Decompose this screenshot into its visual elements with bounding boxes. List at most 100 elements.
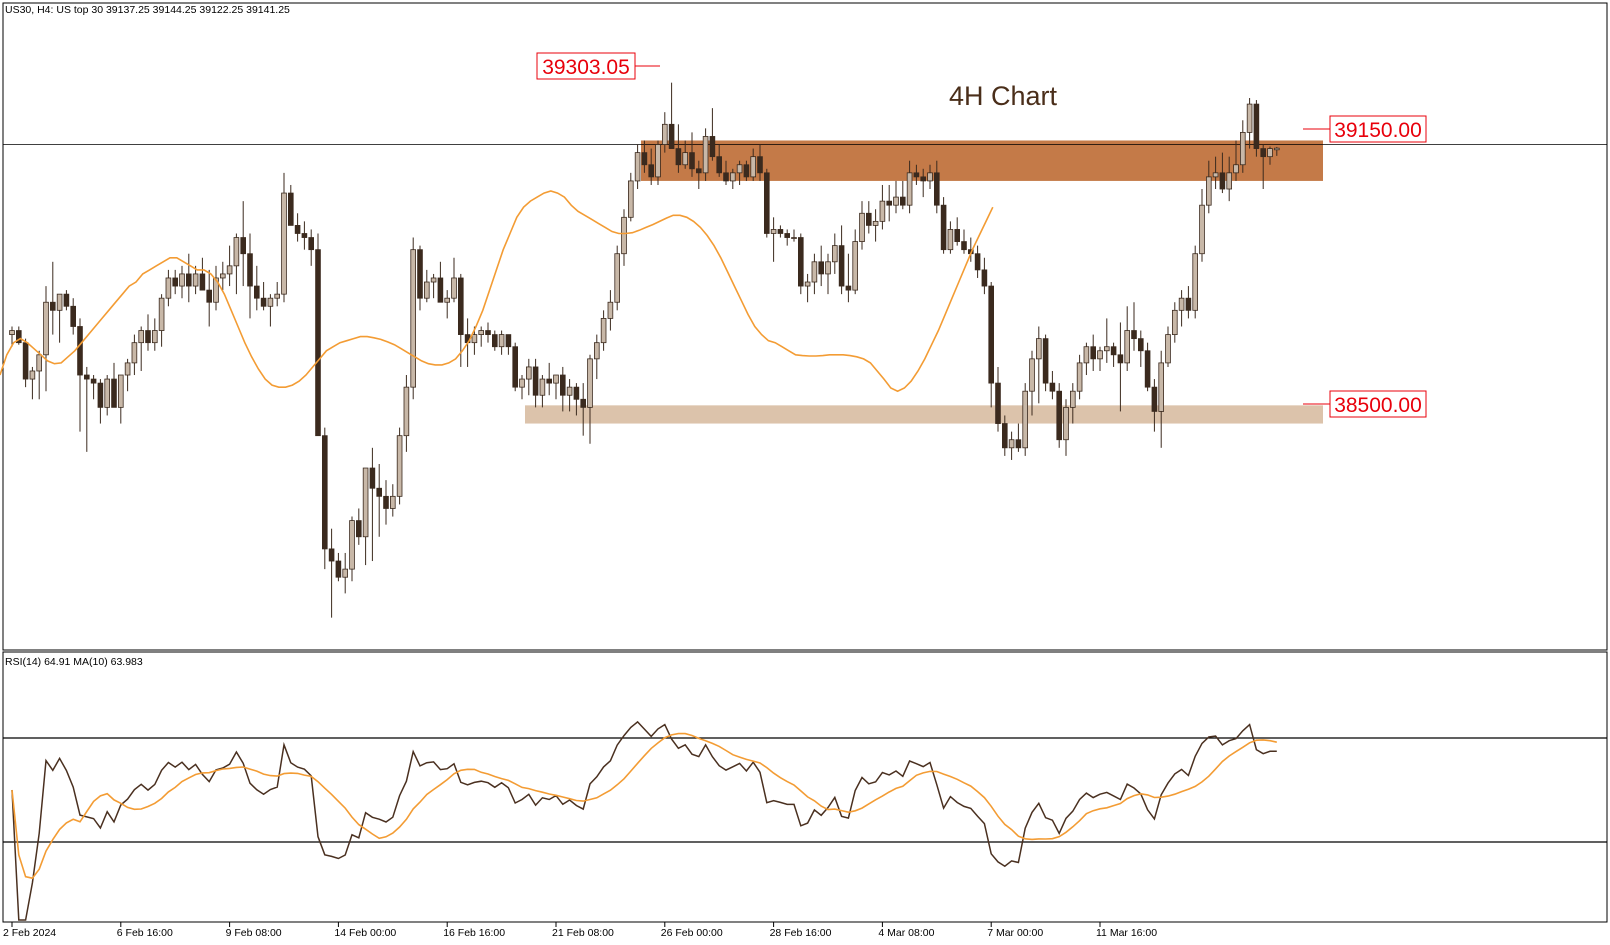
candle [124,362,131,376]
candle [403,386,410,437]
candle [1226,172,1233,190]
candle [451,277,457,299]
x-tick-label: 11 Mar 16:00 [1096,927,1157,939]
candle [172,277,179,287]
candle [485,330,491,335]
x-tick-label: 14 Feb 00:00 [334,927,396,939]
candle [383,495,389,509]
candle [9,330,15,335]
candle [798,237,804,287]
candle [526,366,532,380]
candle [308,237,314,251]
candle [84,374,90,380]
candle [1131,330,1137,340]
candle [913,172,920,178]
x-tick-label: 26 Feb 00:00 [661,927,723,939]
candle [784,233,790,238]
candle [621,216,627,255]
candle [716,156,722,174]
candle [546,378,552,384]
candle [750,156,756,178]
x-tick-label: 2 Feb 2024 [3,927,56,939]
candle [532,366,539,396]
candle [165,277,172,299]
candle [580,398,586,408]
candle [702,136,709,174]
candle [825,261,831,275]
candle [1165,334,1171,364]
candle [478,330,484,335]
candle [77,326,83,376]
candle [900,196,906,206]
candle [648,164,654,178]
candle [362,467,369,538]
candle [301,233,308,238]
candle [151,330,158,344]
candle [553,374,559,384]
candle [668,123,675,149]
candle [342,568,348,578]
candle [1206,176,1212,206]
candle [600,318,607,344]
candle [512,346,518,388]
candle [981,269,988,287]
candle [253,285,260,299]
candle [519,378,525,388]
candle [56,293,63,311]
candle [770,229,777,234]
candle [29,370,36,380]
candle [961,241,967,251]
candle [1253,103,1260,149]
candle [1144,350,1151,388]
candle [1192,253,1199,311]
candle [689,152,695,170]
candle [709,136,716,158]
candle [274,293,280,299]
candle [219,273,226,279]
candle [736,164,743,174]
candle [995,382,1001,424]
candle [879,200,886,222]
candle [730,172,736,182]
candle [587,358,593,408]
candle [36,354,42,372]
candle [777,229,784,234]
candle [145,330,151,344]
candle [498,334,505,348]
candle [233,237,240,267]
x-tick-label: 7 Mar 00:00 [987,927,1043,939]
candle [832,245,838,263]
candle [845,285,852,291]
candle [1138,338,1144,352]
candle [423,281,430,299]
candle [1185,297,1192,311]
candle [682,152,688,166]
candle [662,123,668,145]
candle [723,172,729,182]
candle [1090,346,1097,360]
candle [213,277,219,303]
candle [328,548,335,562]
candle [1042,338,1049,384]
rsi-header: RSI(14) 64.91 MA(10) 63.983 [5,656,143,668]
candle [1274,147,1280,151]
candle [614,253,620,303]
candle [927,172,933,182]
candle [1076,362,1083,392]
support-label-box: 38500.00 [1303,390,1427,418]
candle [457,277,464,335]
candle [886,200,892,206]
candle [192,273,199,287]
x-axis: 2 Feb 2024 6 Feb 16:00 9 Feb 08:00 14 Feb 0… [3,922,1157,939]
rsi-ma-line [11,732,1277,880]
candle [1104,346,1110,352]
candle [185,273,192,287]
candle [437,277,444,303]
candle [260,297,267,307]
candle [1022,390,1028,449]
candle [947,229,954,251]
candle [104,378,111,408]
candle [1097,350,1103,360]
candle [1212,172,1219,178]
candle [294,225,301,234]
